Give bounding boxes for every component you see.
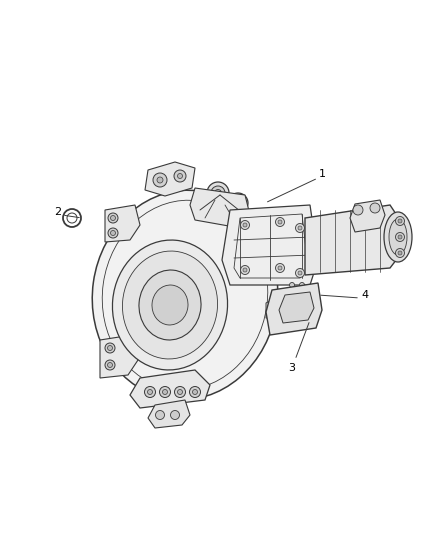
Ellipse shape [110, 230, 116, 236]
Ellipse shape [177, 390, 183, 394]
Polygon shape [190, 188, 250, 228]
Ellipse shape [296, 269, 304, 278]
Polygon shape [266, 300, 272, 318]
Ellipse shape [145, 386, 155, 398]
Ellipse shape [192, 390, 198, 394]
Text: 1: 1 [318, 169, 325, 179]
Ellipse shape [396, 216, 405, 225]
Polygon shape [222, 205, 318, 285]
Ellipse shape [396, 248, 405, 257]
Ellipse shape [398, 251, 402, 255]
Ellipse shape [107, 362, 113, 367]
Polygon shape [105, 205, 140, 242]
Ellipse shape [298, 226, 302, 230]
Ellipse shape [110, 215, 116, 221]
Ellipse shape [296, 223, 304, 232]
Ellipse shape [107, 345, 113, 351]
Ellipse shape [108, 213, 118, 223]
Ellipse shape [174, 170, 186, 182]
Ellipse shape [235, 200, 241, 206]
Ellipse shape [240, 265, 250, 274]
Polygon shape [148, 400, 190, 428]
Text: 3: 3 [289, 363, 296, 373]
Ellipse shape [207, 182, 229, 204]
Polygon shape [100, 335, 138, 378]
Ellipse shape [170, 410, 180, 419]
Ellipse shape [243, 268, 247, 272]
Ellipse shape [105, 360, 115, 370]
Ellipse shape [215, 190, 222, 197]
Polygon shape [130, 370, 210, 408]
Ellipse shape [228, 193, 248, 213]
Polygon shape [266, 283, 322, 335]
Ellipse shape [105, 343, 115, 353]
Ellipse shape [159, 386, 170, 398]
Ellipse shape [190, 386, 201, 398]
Ellipse shape [290, 282, 294, 287]
Ellipse shape [243, 223, 247, 227]
Ellipse shape [108, 228, 118, 238]
Ellipse shape [276, 263, 285, 272]
Polygon shape [279, 292, 314, 323]
Ellipse shape [92, 190, 278, 400]
Ellipse shape [278, 220, 282, 224]
Ellipse shape [353, 205, 363, 215]
Ellipse shape [278, 266, 282, 270]
Text: 2: 2 [54, 207, 62, 217]
Ellipse shape [139, 270, 201, 340]
Ellipse shape [389, 219, 407, 255]
Polygon shape [350, 200, 385, 232]
Ellipse shape [211, 186, 225, 200]
Ellipse shape [174, 386, 186, 398]
Ellipse shape [398, 219, 402, 223]
Ellipse shape [398, 235, 402, 239]
Polygon shape [238, 210, 262, 247]
Ellipse shape [396, 232, 405, 241]
Polygon shape [305, 205, 400, 275]
Text: 4: 4 [361, 290, 368, 300]
Ellipse shape [152, 285, 188, 325]
Ellipse shape [232, 197, 244, 209]
Ellipse shape [155, 410, 165, 419]
Ellipse shape [148, 390, 152, 394]
Ellipse shape [153, 173, 167, 187]
Ellipse shape [157, 177, 163, 183]
Ellipse shape [102, 200, 268, 390]
Polygon shape [145, 162, 195, 196]
Ellipse shape [370, 203, 380, 213]
Ellipse shape [298, 271, 302, 275]
Ellipse shape [177, 174, 183, 179]
Ellipse shape [300, 282, 304, 287]
Ellipse shape [276, 217, 285, 227]
Ellipse shape [384, 212, 412, 262]
Ellipse shape [123, 251, 218, 359]
Ellipse shape [240, 221, 250, 230]
Ellipse shape [113, 240, 228, 370]
Ellipse shape [162, 390, 167, 394]
